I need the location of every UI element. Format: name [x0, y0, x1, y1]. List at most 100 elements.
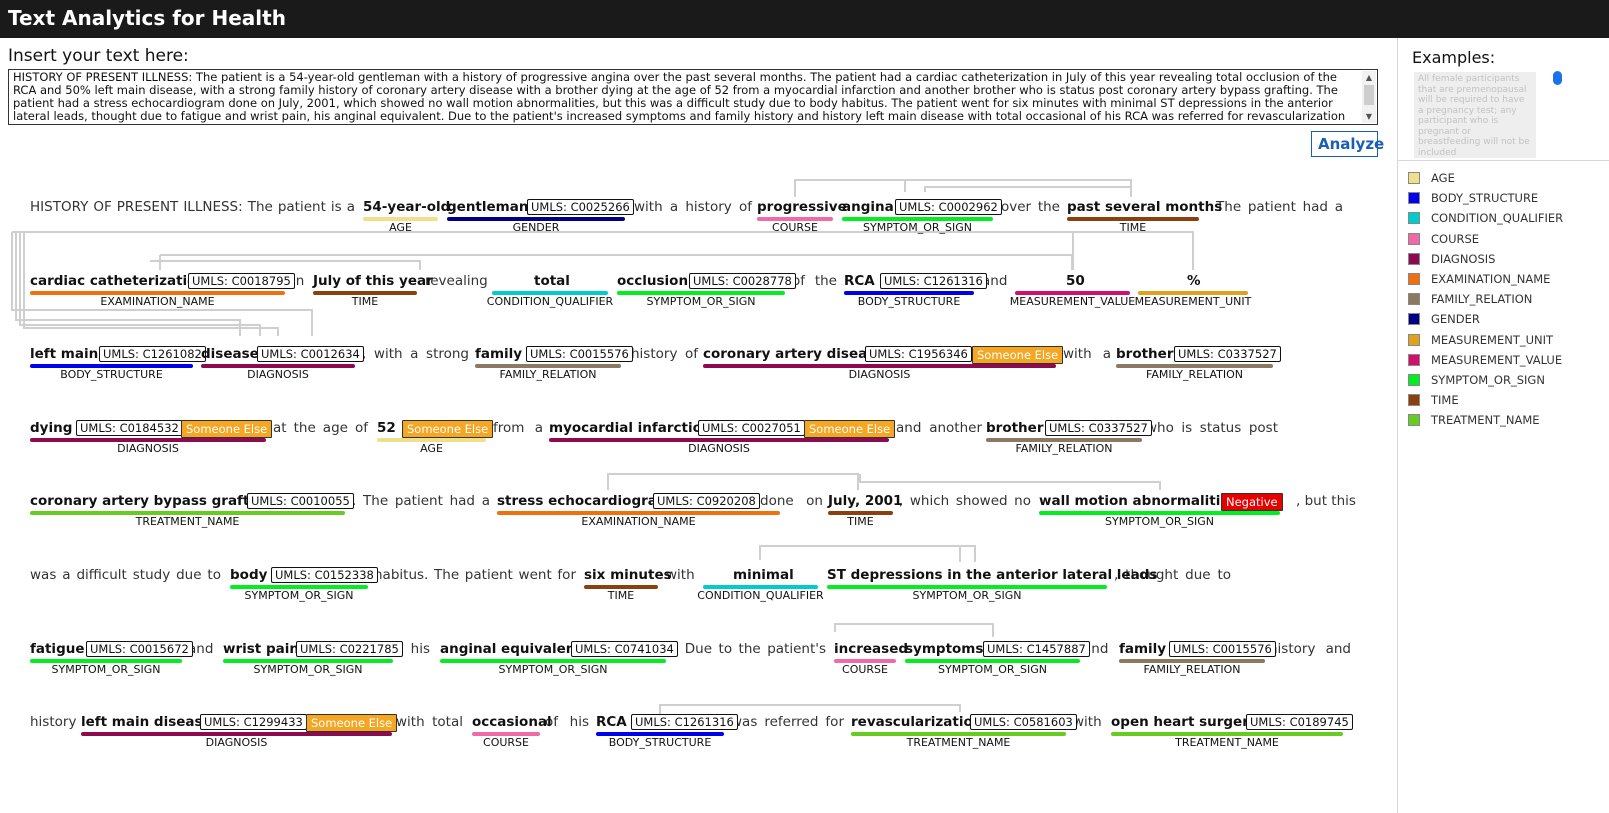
umls-code[interactable]: UMLS: C1261082	[99, 346, 206, 362]
example-card[interactable]: All female participants that are premeno…	[1414, 72, 1536, 158]
umls-code[interactable]: UMLS: C0337527	[1045, 420, 1152, 436]
entity-token[interactable]: brother	[986, 420, 1044, 436]
entity-token[interactable]: %	[1187, 273, 1201, 289]
entity-token[interactable]: wrist pain	[223, 641, 299, 657]
legend-item: MEASUREMENT_UNIT	[1408, 330, 1563, 350]
entity-token[interactable]: family	[475, 346, 523, 362]
entity-token[interactable]: ST depressions in the anterior lateral l…	[827, 567, 1158, 583]
example-scroll-indicator[interactable]	[1553, 71, 1562, 85]
umls-code[interactable]: UMLS: C0002962	[895, 199, 1002, 215]
entity-token[interactable]: symptoms	[905, 641, 984, 657]
scroll-up-icon[interactable]: ▲	[1365, 73, 1373, 82]
entity-token[interactable]: wall motion abnormalities	[1039, 493, 1238, 509]
legend-swatch	[1408, 252, 1420, 265]
umls-code[interactable]: UMLS: C0015576	[526, 346, 633, 362]
legend-label: TREATMENT_NAME	[1431, 413, 1540, 428]
entity-category: SYMPTOM_OR_SIGN	[51, 663, 161, 676]
entity-category: SYMPTOM_OR_SIGN	[646, 295, 756, 308]
umls-code[interactable]: UMLS: C1299433	[200, 714, 307, 730]
entity-token[interactable]: cardiac catheterization	[30, 273, 207, 289]
legend-label: DIAGNOSIS	[1431, 251, 1496, 266]
umls-code[interactable]: UMLS: C0184532	[76, 420, 183, 436]
umls-code[interactable]: UMLS: C0189745	[1246, 714, 1353, 730]
entity-token[interactable]: 52	[377, 420, 396, 436]
umls-code[interactable]: UMLS: C1956346	[865, 346, 972, 362]
umls-code[interactable]: UMLS: C0581603	[970, 714, 1077, 730]
entity-underline	[1067, 217, 1199, 221]
entity-token[interactable]: coronary artery disease	[703, 346, 885, 362]
legend-swatch	[1408, 232, 1420, 245]
legend-swatch	[1408, 293, 1420, 306]
entity-category: FAMILY_RELATION	[1015, 442, 1113, 455]
entity-token[interactable]: disease	[201, 346, 259, 362]
entity-token[interactable]: gentleman	[447, 199, 529, 215]
text-input-value[interactable]: HISTORY OF PRESENT ILLNESS: The patient …	[13, 70, 1346, 125]
plain-text: with total	[396, 714, 463, 730]
umls-code[interactable]: UMLS: C0010055	[247, 493, 354, 509]
umls-code[interactable]: UMLS: C0012634	[257, 346, 364, 362]
entity-token[interactable]: stress echocardiogram	[497, 493, 671, 509]
entity-token[interactable]: myocardial infarction	[549, 420, 712, 436]
entity-token[interactable]: family	[1119, 641, 1167, 657]
plain-text: done on	[760, 493, 823, 509]
umls-code[interactable]: UMLS: C1261316	[631, 714, 738, 730]
relation-line	[23, 232, 279, 336]
entity-token[interactable]: 54-year-old	[363, 199, 451, 215]
entity-token[interactable]: body	[230, 567, 268, 583]
entity-token[interactable]: occasional	[472, 714, 552, 730]
entity-token[interactable]: increased	[834, 641, 909, 657]
entity-token[interactable]: left main	[30, 346, 99, 362]
entity-token[interactable]: total	[534, 273, 570, 289]
entity-token[interactable]: occlusion	[617, 273, 689, 289]
entity-token[interactable]: past several months	[1067, 199, 1223, 215]
entity-token[interactable]: open heart surgery	[1111, 714, 1258, 730]
analyze-button[interactable]: Analyze	[1311, 131, 1384, 157]
entity-token[interactable]: fatigue	[30, 641, 85, 657]
umls-code[interactable]: UMLS: C0028778	[689, 273, 796, 289]
entity-token[interactable]: six minutes	[584, 567, 672, 583]
plain-text: at the age of	[273, 420, 368, 436]
entity-token[interactable]: 50	[1066, 273, 1085, 289]
entity-token[interactable]: anginal equivalent	[440, 641, 582, 657]
plain-text: with	[666, 567, 695, 583]
umls-code[interactable]: UMLS: C0015672	[86, 641, 193, 657]
entity-underline	[617, 291, 785, 295]
umls-code[interactable]: UMLS: C0152338	[271, 567, 378, 583]
entity-category: SYMPTOM_OR_SIGN	[244, 589, 354, 602]
plain-text: history	[30, 714, 77, 730]
umls-code[interactable]: UMLS: C0015576	[1169, 641, 1276, 657]
legend-swatch	[1408, 353, 1420, 366]
entity-token[interactable]: coronary artery bypass grafting	[30, 493, 274, 509]
umls-code[interactable]: UMLS: C1457887	[983, 641, 1090, 657]
title-bar: Text Analytics for Health	[0, 0, 1609, 38]
umls-code[interactable]: UMLS: C0027051	[698, 420, 805, 436]
legend-label: MEASUREMENT_UNIT	[1431, 332, 1554, 347]
text-input-scrollbar[interactable]: ▲ ▼	[1362, 71, 1376, 123]
umls-code[interactable]: UMLS: C0018795	[188, 273, 295, 289]
umls-code[interactable]: UMLS: C0025266	[527, 199, 634, 215]
entity-token[interactable]: brother	[1116, 346, 1174, 362]
entity-token[interactable]: RCA	[844, 273, 875, 289]
legend-label: CONDITION_QUALIFIER	[1431, 211, 1564, 226]
umls-code[interactable]: UMLS: C0221785	[296, 641, 403, 657]
entity-token[interactable]: progressive	[757, 199, 847, 215]
umls-code[interactable]: UMLS: C1261316	[880, 273, 987, 289]
legend-swatch	[1408, 212, 1420, 225]
entity-token[interactable]: dying	[30, 420, 73, 436]
entity-token[interactable]: revascularization	[851, 714, 983, 730]
legend-swatch	[1408, 373, 1420, 386]
entity-token[interactable]: RCA	[596, 714, 627, 730]
umls-code[interactable]: UMLS: C0920208	[653, 493, 760, 509]
umls-code[interactable]: UMLS: C0741034	[571, 641, 678, 657]
umls-code[interactable]: UMLS: C0337527	[1174, 346, 1281, 362]
entity-token[interactable]: angina	[842, 199, 894, 215]
plain-text: of his	[545, 714, 589, 730]
entity-token[interactable]: July of this year	[313, 273, 433, 289]
scroll-down-icon[interactable]: ▼	[1365, 112, 1373, 121]
entity-token[interactable]: minimal	[733, 567, 794, 583]
entity-token[interactable]: July, 2001	[828, 493, 903, 509]
text-input[interactable]: HISTORY OF PRESENT ILLNESS: The patient …	[8, 69, 1378, 125]
entity-underline	[834, 659, 896, 663]
scrollbar-thumb[interactable]	[1364, 85, 1374, 105]
entity-token[interactable]: left main disease	[81, 714, 212, 730]
